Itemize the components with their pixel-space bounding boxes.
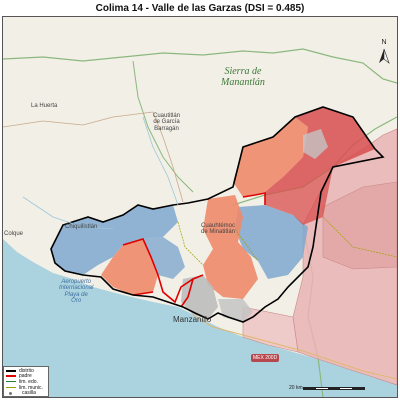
section-orange-center: [203, 195, 258, 299]
map-panel[interactable]: Sierra de Manantlán La Huerta Cuautitlán…: [2, 16, 398, 398]
section-blue-mid: [143, 237, 185, 279]
section-orange-west: [101, 239, 158, 295]
coastal-highway: [192, 314, 397, 380]
la-huerta-label: La Huerta: [31, 103, 58, 109]
sea-area: [3, 239, 397, 397]
legend-swatch-casilla: [9, 391, 12, 395]
state-border: [3, 48, 397, 84]
section-blue-east: [235, 205, 308, 279]
legend-label: padre: [19, 373, 32, 380]
legend-swatch-lim-edo: [6, 381, 16, 383]
section-red-north: [265, 167, 333, 225]
colque-label: Colque: [4, 231, 24, 237]
river-line: [22, 116, 179, 230]
neighbor-district-south: [242, 306, 299, 353]
map-canvas: [3, 17, 397, 397]
section-blue-west: [51, 205, 178, 275]
legend-swatch-padre: [6, 375, 16, 378]
legend-item: lim. edo.: [6, 379, 46, 385]
legend-swatch-distrito: [6, 369, 16, 372]
manzanillo-label: Manzanillo: [173, 315, 212, 324]
north-label: N: [381, 39, 387, 46]
cuautitlan-label: Cuautitlán de García Barragán: [153, 113, 181, 132]
scale-bar: 20 km: [289, 385, 389, 395]
legend-item: padre: [6, 373, 46, 380]
section-orange-north: [233, 117, 308, 197]
legend-item: distrito: [6, 368, 46, 374]
highway-shield: MEX 200D: [251, 354, 280, 362]
map-legend: distrito padre lim. edo. lim. munic. cas…: [3, 366, 49, 397]
legend-label: lim. edo.: [19, 378, 38, 385]
legend-label: casilla: [22, 390, 36, 397]
padre-boundary: [122, 192, 266, 308]
scale-bar-graphic: [303, 387, 365, 390]
cuauhtemoc-label: Cuauhtémoc de Minatitlán: [201, 223, 236, 236]
road-line: [3, 111, 184, 203]
map-title: Colima 14 - Valle de las Garzas (DSI = 0…: [95, 3, 305, 14]
legend-item: lim. munic.: [6, 385, 46, 391]
district-boundary: [50, 106, 385, 323]
legend-label: lim. munic.: [19, 384, 43, 391]
state-border-north: [132, 60, 194, 193]
neighbor-district-east-2: [322, 181, 397, 270]
north-arrow: N: [375, 39, 393, 65]
legend-swatch-lim-munic: [6, 387, 16, 389]
section-grey-north: [303, 129, 328, 159]
chiquilistlan-label: Chiquilistlán: [65, 224, 98, 230]
north-arrow-icon: [379, 48, 390, 64]
aeropuerto-label: Aeropuerto Internacional Playa de Oro: [59, 279, 94, 304]
legend-item: casilla: [6, 390, 46, 396]
legend-label: distrito: [19, 367, 34, 374]
sierra-de-manantlan-label: Sierra de Manantlán: [221, 66, 265, 88]
municipal-boundary: [177, 216, 397, 266]
scale-label: 20 km: [289, 385, 303, 391]
